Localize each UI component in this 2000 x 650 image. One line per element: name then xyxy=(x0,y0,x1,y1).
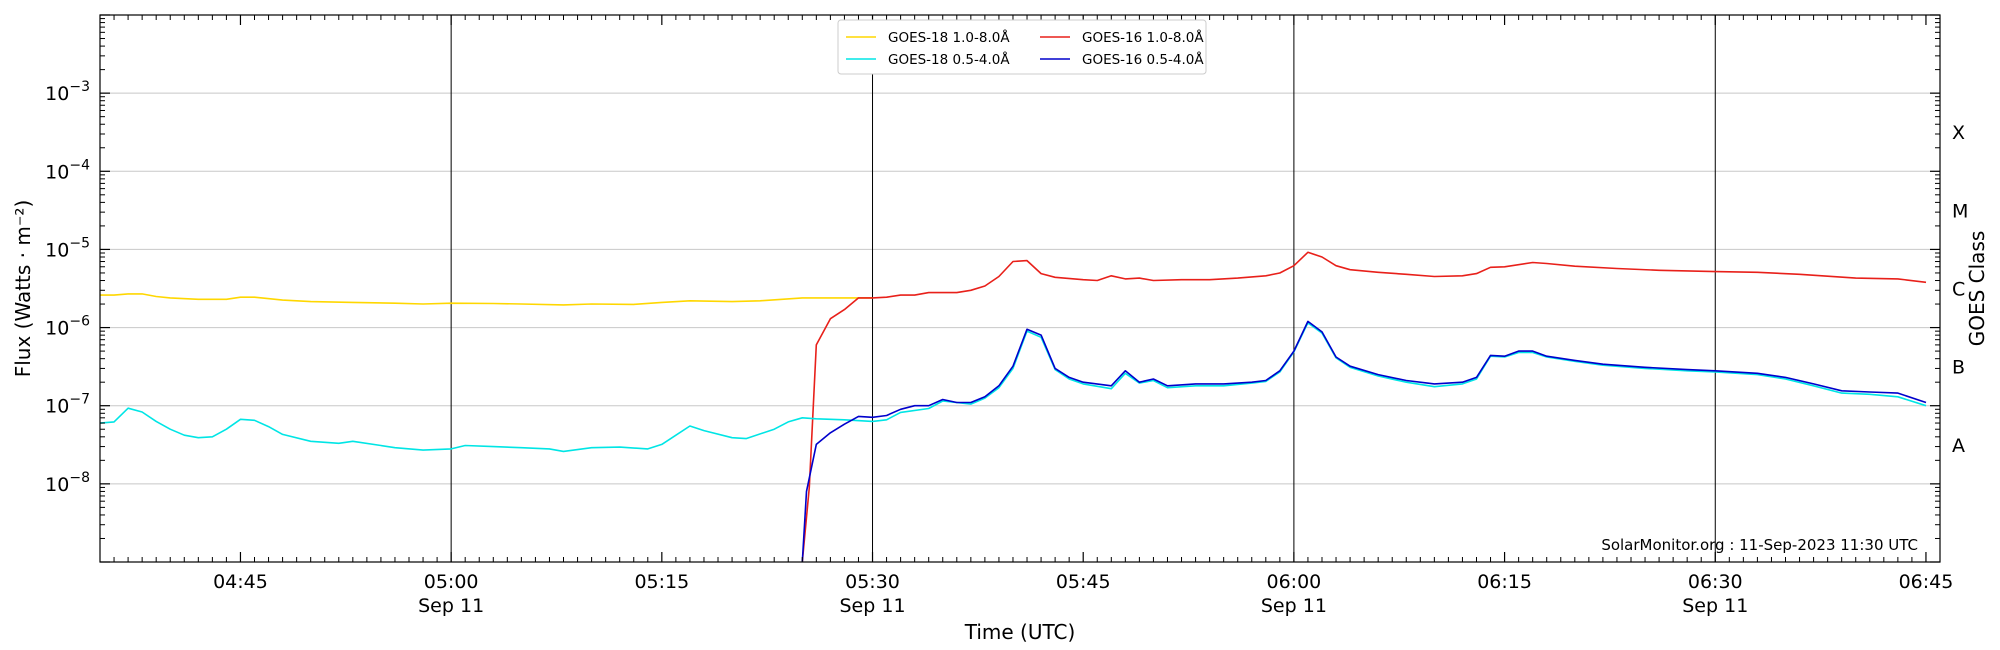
goes-class-label: M xyxy=(1952,200,1968,222)
y-tick-labels: 10−810−710−610−510−410−3 xyxy=(45,79,90,496)
goes-class-labels: A B C M X xyxy=(1952,122,1968,457)
x-tick-date-label: Sep 11 xyxy=(840,595,906,617)
series-line-3 xyxy=(801,320,1927,563)
x-tick-label: 05:00 xyxy=(424,571,479,593)
x-axis-label: Time (UTC) xyxy=(964,620,1076,644)
series-layer xyxy=(99,251,1927,563)
goes-class-label: B xyxy=(1952,357,1965,379)
x-tick-label: 04:45 xyxy=(213,571,268,593)
vertical-lines xyxy=(450,15,1716,562)
y-tick-exponent: −5 xyxy=(69,235,90,251)
y-tick-exponent: −8 xyxy=(69,470,90,486)
goes-class-label: A xyxy=(1952,435,1965,457)
y-axis-label: Flux (Watts · m⁻²) xyxy=(11,200,35,378)
y-tick-label: 10−3 xyxy=(45,79,90,105)
x-tick-label: 06:00 xyxy=(1267,571,1322,593)
plot-frame xyxy=(99,14,1941,563)
credit-text: SolarMonitor.org : 11-Sep-2023 11:30 UTC xyxy=(1601,536,1918,554)
legend-box xyxy=(837,19,1207,75)
grid-layer xyxy=(100,92,1940,485)
legend-label: GOES-16 1.0-8.0Å xyxy=(1082,29,1204,46)
x-tick-label: 06:30 xyxy=(1688,571,1743,593)
x-tick-label: 06:45 xyxy=(1899,571,1954,593)
y-tick-base: 10 xyxy=(45,396,69,418)
y-tick-label: 10−6 xyxy=(45,314,90,340)
goes-class-label: C xyxy=(1952,279,1965,301)
y-tick-exponent: −3 xyxy=(69,79,90,95)
x-tick-date-label: Sep 11 xyxy=(418,595,484,617)
y-tick-exponent: −6 xyxy=(69,314,90,330)
series-line-0 xyxy=(100,293,873,306)
legend-label: GOES-18 1.0-8.0Å xyxy=(888,29,1010,46)
x-tick-label: 05:30 xyxy=(845,571,900,593)
y-tick-label: 10−8 xyxy=(45,470,90,496)
series-line-1 xyxy=(801,251,1927,563)
y-tick-label: 10−4 xyxy=(45,157,90,183)
x-tick-label: 06:15 xyxy=(1477,571,1532,593)
goes-class-label: X xyxy=(1952,122,1965,144)
y-tick-base: 10 xyxy=(45,239,69,261)
y-tick-base: 10 xyxy=(45,318,69,340)
y-tick-label: 10−7 xyxy=(45,392,90,418)
ticks-layer xyxy=(99,14,1941,563)
legend-label: GOES-18 0.5-4.0Å xyxy=(888,51,1010,68)
y-tick-base: 10 xyxy=(45,161,69,183)
y-tick-exponent: −7 xyxy=(69,392,90,408)
legend-label: GOES-16 0.5-4.0Å xyxy=(1082,51,1204,68)
y2-axis-label: GOES Class xyxy=(1965,231,1989,347)
x-tick-date-label: Sep 11 xyxy=(1682,595,1748,617)
y-tick-base: 10 xyxy=(45,83,69,105)
x-tick-label: 05:45 xyxy=(1056,571,1111,593)
y-tick-base: 10 xyxy=(45,474,69,496)
x-tick-date-label: Sep 11 xyxy=(1261,595,1327,617)
y-tick-label: 10−5 xyxy=(45,235,90,261)
y-tick-exponent: −4 xyxy=(69,157,90,173)
x-tick-label: 05:15 xyxy=(634,571,689,593)
legend: GOES-18 1.0-8.0Å GOES-18 0.5-4.0Å GOES-16 … xyxy=(837,19,1207,75)
